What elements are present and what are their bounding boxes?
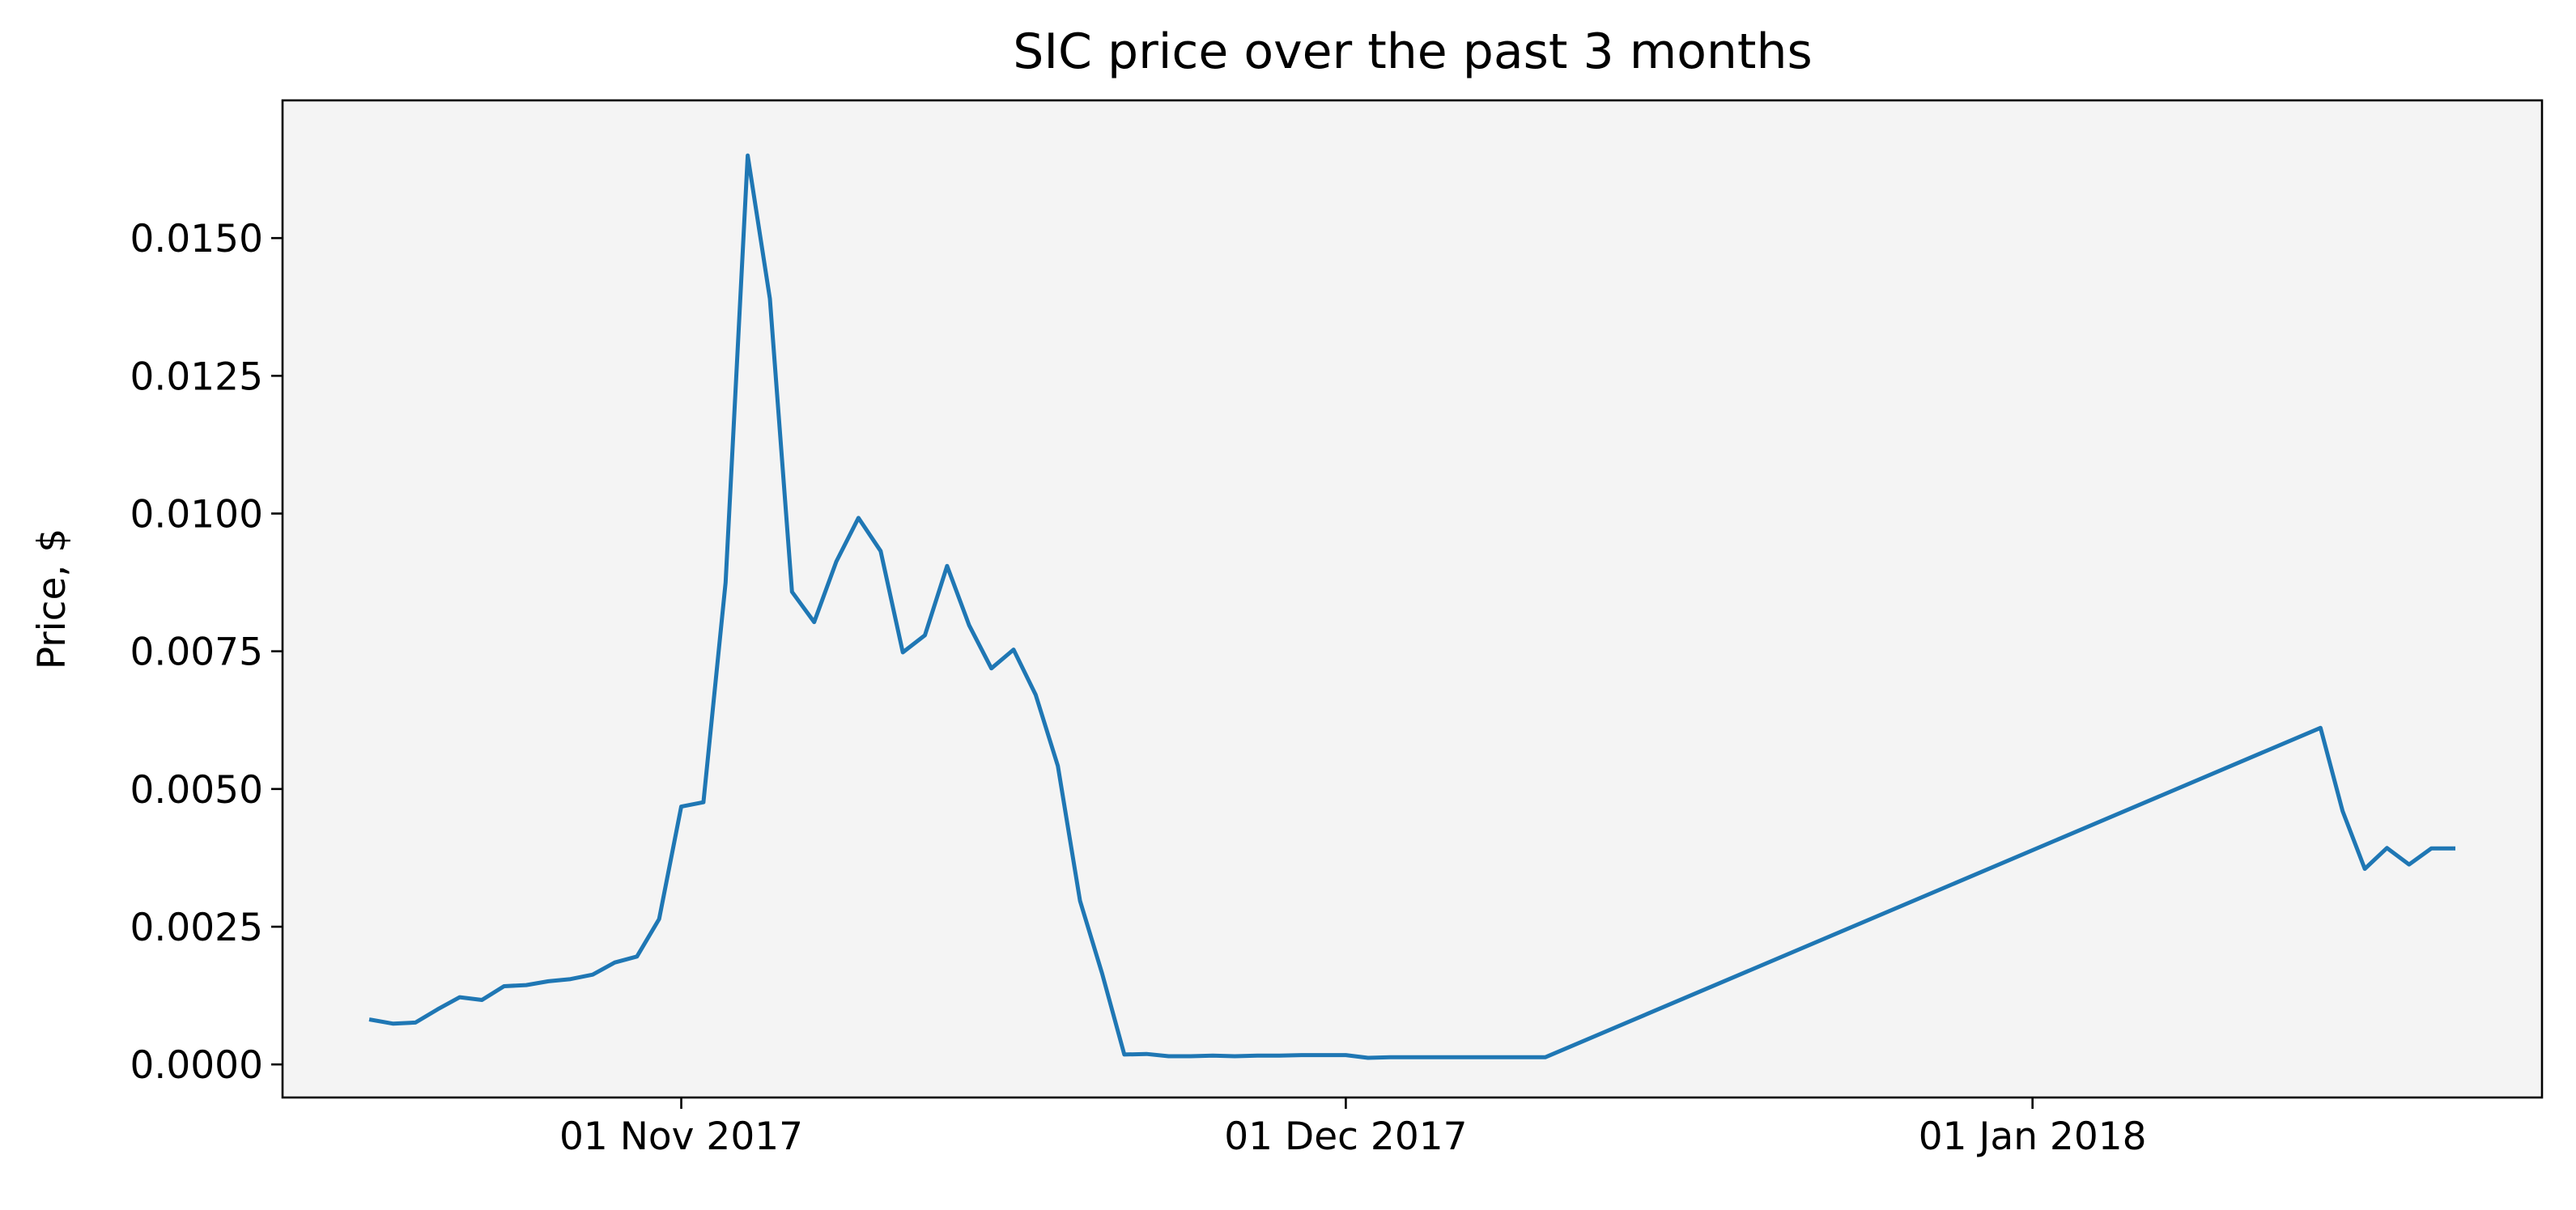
x-tick-label: 01 Nov 2017 (559, 1114, 803, 1159)
y-tick-label: 0.0075 (130, 630, 263, 675)
price-series-line (368, 153, 2455, 1060)
data-marks (368, 153, 2455, 1060)
chart-title: SIC price over the past 3 months (1013, 23, 1813, 80)
y-axis-label: Price, $ (30, 529, 74, 669)
y-tick-label: 0.0000 (130, 1043, 263, 1088)
x-tick-label: 01 Jan 2018 (1919, 1114, 2147, 1159)
y-tick-label: 0.0050 (130, 768, 263, 813)
y-tick-label: 0.0125 (130, 355, 263, 399)
plot-frame (281, 99, 2544, 1099)
y-tick-label: 0.0150 (130, 217, 263, 261)
y-tick-label: 0.0025 (130, 906, 263, 950)
x-tick-label: 01 Dec 2017 (1224, 1114, 1467, 1159)
y-tick-label: 0.0100 (130, 492, 263, 537)
axis-ticks: 01 Nov 2017 01 Dec 2017 01 Jan 2018 0.0000 0… (130, 217, 2147, 1159)
plot-area (283, 100, 2542, 1097)
